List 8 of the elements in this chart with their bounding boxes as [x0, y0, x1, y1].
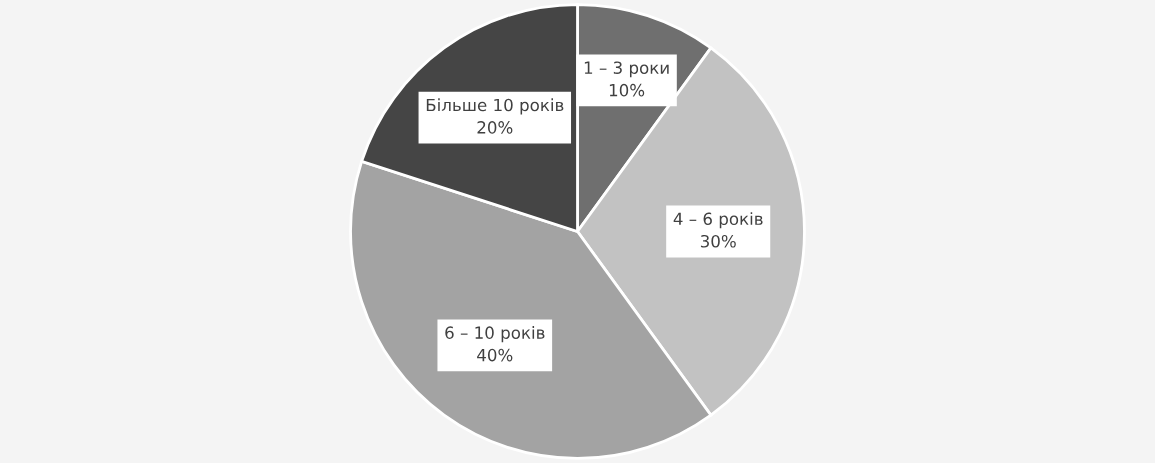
data-label: 30% — [700, 234, 736, 248]
slice-label: Більше 10 років — [426, 98, 564, 115]
data-label: 20% — [477, 121, 513, 134]
slice-label: 4 – 6 років — [673, 212, 763, 229]
data-label: 10% — [609, 83, 645, 97]
slice-label: 1 – 3 роки — [584, 61, 669, 78]
slice-label: 6 – 10 років — [445, 326, 545, 343]
data-label: 40% — [477, 348, 513, 362]
